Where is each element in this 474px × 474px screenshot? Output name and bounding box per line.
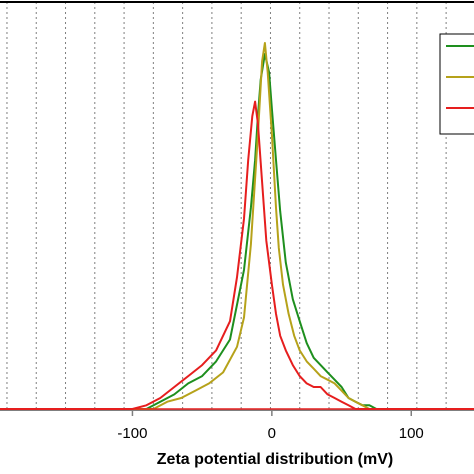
series-layer xyxy=(0,42,474,410)
legend xyxy=(439,33,474,135)
series-line-3 xyxy=(0,100,474,410)
x-tick-label: -100 xyxy=(117,425,147,442)
series-line-2 xyxy=(0,42,474,410)
x-tick-label: 0 xyxy=(268,425,276,442)
x-tick-label: 100 xyxy=(399,425,424,442)
x-axis-title: Zeta potential distribution (mV) xyxy=(157,451,393,468)
series-line-1 xyxy=(0,53,474,410)
legend-box xyxy=(439,33,474,135)
x-tick-labels: -100 0 100 xyxy=(117,410,424,442)
